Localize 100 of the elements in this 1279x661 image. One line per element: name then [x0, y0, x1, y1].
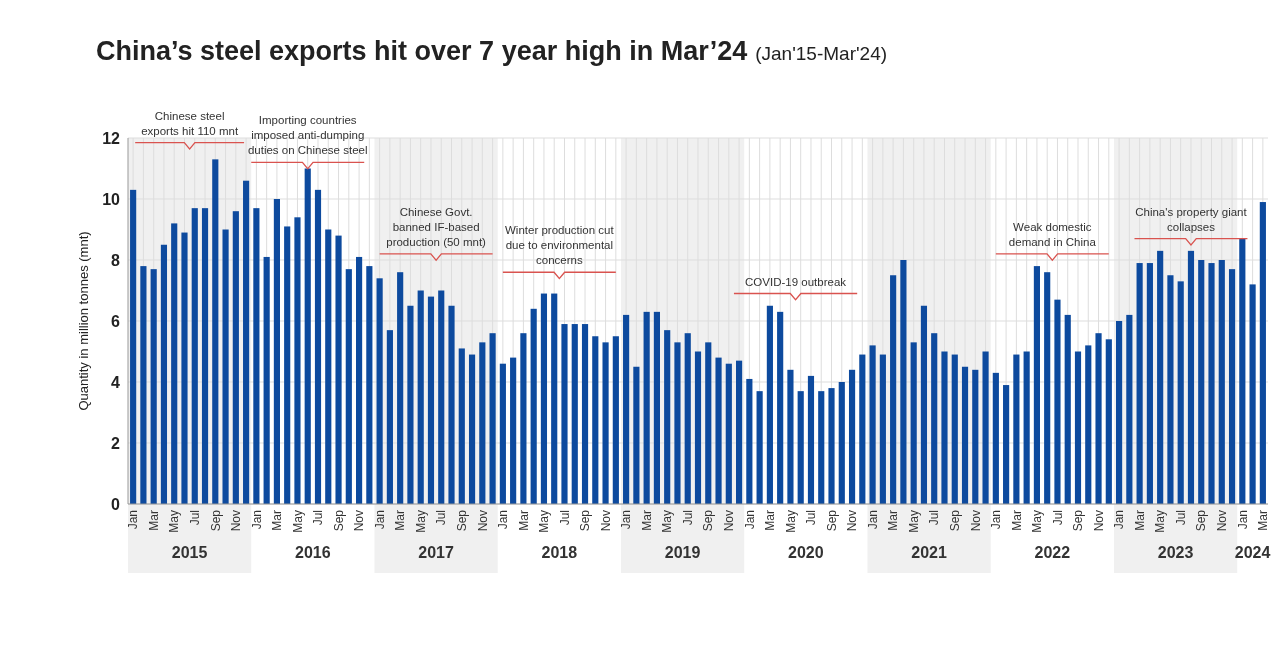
x-tick-label: Jan	[619, 510, 634, 530]
bar	[982, 351, 989, 504]
y-tick-label: 4	[111, 373, 121, 391]
bar	[787, 369, 794, 504]
x-tick-label: Sep	[578, 509, 593, 532]
x-tick-label: Jan	[249, 510, 264, 530]
bar	[818, 391, 825, 504]
bar	[397, 272, 404, 504]
x-tick-label: Jul	[434, 510, 449, 526]
y-tick-label: 10	[102, 190, 121, 208]
x-tick-label: Mar	[763, 510, 778, 531]
bar	[499, 363, 506, 504]
bar	[1177, 281, 1184, 504]
bar	[489, 333, 496, 504]
bar	[540, 293, 548, 504]
bar	[859, 354, 866, 504]
x-tick-label: May	[537, 510, 552, 533]
x-tick-label: Nov	[229, 510, 244, 532]
text: 2015	[171, 544, 208, 561]
bar	[1136, 263, 1143, 504]
bar	[766, 305, 773, 504]
bar	[602, 342, 609, 504]
y-tick-label: 0	[111, 495, 121, 513]
x-tick-label: Jan	[1112, 510, 1127, 530]
bar	[571, 324, 578, 504]
x-tick-label: Mar	[393, 510, 408, 531]
bar	[828, 388, 835, 504]
bar	[1044, 272, 1051, 504]
bar	[160, 244, 168, 504]
x-tick-label: May	[413, 510, 428, 533]
x-tick-label: Mar	[639, 510, 654, 531]
bar	[1239, 238, 1246, 504]
bar	[294, 217, 301, 504]
x-tick-label: May	[906, 510, 921, 533]
text: 2022	[1034, 544, 1071, 561]
bar	[910, 342, 917, 504]
x-tick-label: May	[660, 510, 675, 533]
bar	[633, 366, 640, 504]
x-tick-label: Jan	[989, 510, 1004, 530]
x-tick-label: Jan	[742, 510, 757, 530]
x-tick-label: Jul	[1050, 510, 1065, 526]
bar	[612, 336, 619, 504]
bar	[222, 229, 229, 504]
x-tick-label: Jul	[187, 510, 202, 526]
bar	[1249, 284, 1256, 504]
x-tick-label: Jan	[126, 510, 141, 530]
bar	[520, 333, 527, 504]
text: 2023	[1157, 544, 1194, 561]
bar	[181, 232, 188, 504]
bar	[951, 354, 958, 504]
bar	[140, 266, 147, 504]
bar	[715, 357, 722, 504]
y-axis-title: Quantity in million tonnes (mnt)	[76, 231, 91, 411]
x-tick-label: Nov	[598, 510, 613, 532]
y-tick-label: 6	[111, 312, 121, 330]
x-tick-label: Jul	[557, 510, 572, 526]
bar	[448, 305, 455, 504]
x-tick-label: Jan	[496, 510, 511, 530]
bar	[705, 342, 712, 504]
text: 2018	[541, 544, 578, 561]
bar	[890, 275, 897, 504]
bar	[684, 333, 691, 504]
x-tick-label: Nov	[722, 510, 737, 532]
y-tick-label: 12	[102, 129, 121, 147]
x-tick-label: Jan	[865, 510, 880, 530]
annotation: Chinese Govt. banned IF-based production (50 mnt)	[386, 205, 487, 248]
bar	[592, 336, 599, 504]
x-tick-label: Jul	[1173, 510, 1188, 526]
x-tick-label: Mar	[146, 510, 161, 531]
bar	[284, 226, 291, 504]
x-tick-label: Nov	[475, 510, 490, 532]
bar	[458, 348, 465, 504]
x-tick-label: May	[783, 510, 798, 533]
bar	[1054, 299, 1061, 504]
bar	[1218, 260, 1225, 504]
x-tick-label: Jul	[311, 510, 326, 526]
bar	[972, 369, 979, 504]
bar	[1023, 351, 1030, 504]
text: 2021	[911, 544, 947, 561]
bar	[314, 189, 322, 504]
x-tick-label: Nov	[845, 510, 860, 532]
x-tick-label: Mar	[1009, 510, 1024, 531]
bar	[1105, 339, 1112, 504]
x-tick-label: Sep	[824, 509, 839, 532]
bar	[725, 363, 732, 504]
annotation: COVID-19 outbreak	[745, 275, 847, 288]
bar	[335, 235, 342, 504]
x-tick-label: Nov	[1214, 510, 1229, 532]
bar	[581, 324, 589, 504]
x-tick-label: Jul	[680, 510, 695, 526]
bar	[263, 256, 270, 504]
bar	[807, 375, 815, 504]
bar	[1095, 333, 1102, 504]
bar	[623, 314, 630, 504]
bar	[838, 382, 845, 504]
text: 2019	[664, 544, 701, 561]
bar	[1198, 260, 1205, 504]
bar	[150, 269, 157, 504]
x-tick-label: Sep	[1194, 509, 1209, 532]
bar	[201, 208, 209, 504]
